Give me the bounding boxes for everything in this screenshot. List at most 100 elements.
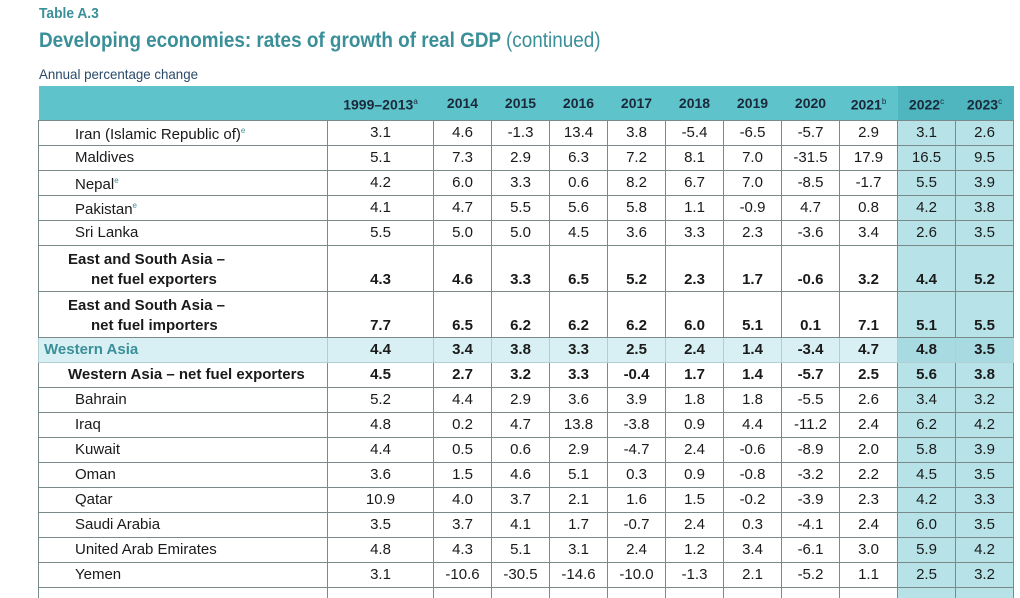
value-cell: 5.1 xyxy=(492,538,550,563)
value-cell: 2.2 xyxy=(840,463,898,488)
value-cell: -0.4 xyxy=(608,363,666,388)
cut-off-cell xyxy=(434,588,492,598)
column-header: 2014 xyxy=(434,86,492,121)
column-header: 2017 xyxy=(608,86,666,121)
value-cell: 4.4 xyxy=(328,338,434,363)
value-cell: -3.4 xyxy=(782,338,840,363)
value-cell: 3.4 xyxy=(898,388,956,413)
cut-off-cell xyxy=(724,588,782,598)
value-cell: 4.4 xyxy=(434,388,492,413)
value-cell: 3.6 xyxy=(328,463,434,488)
column-header-label: 1999–2013 xyxy=(343,96,413,112)
value-cell: 0.2 xyxy=(434,413,492,438)
value-cell: -0.9 xyxy=(724,196,782,221)
value-cell: 3.8 xyxy=(956,363,1014,388)
value-cell: 4.8 xyxy=(328,413,434,438)
column-header-label: 2015 xyxy=(505,95,536,111)
row-label-text: Nepal xyxy=(75,176,114,193)
value-cell: 7.0 xyxy=(724,171,782,196)
value-cell: -8.9 xyxy=(782,438,840,463)
value-cell: 3.9 xyxy=(956,171,1014,196)
value-cell: 0.6 xyxy=(550,171,608,196)
value-cell: 3.0 xyxy=(840,538,898,563)
cut-off-cell xyxy=(782,588,840,598)
row-label: Nepale xyxy=(39,171,328,196)
column-header-label: 2023 xyxy=(967,96,998,112)
value-cell: -0.6 xyxy=(782,246,840,292)
value-cell: 6.0 xyxy=(666,292,724,338)
value-cell: 0.3 xyxy=(608,463,666,488)
column-header: 2016 xyxy=(550,86,608,121)
row-label: Yemen xyxy=(39,563,328,588)
column-header-note: c xyxy=(998,97,1002,106)
row-label-text: Maldives xyxy=(75,149,134,166)
row-label: Bahrain xyxy=(39,388,328,413)
cut-off-cell xyxy=(666,588,724,598)
value-cell: 4.4 xyxy=(328,438,434,463)
value-cell: 3.1 xyxy=(550,538,608,563)
value-cell: 4.1 xyxy=(492,513,550,538)
value-cell: 6.2 xyxy=(492,292,550,338)
value-cell: 6.3 xyxy=(550,146,608,171)
value-cell: -0.2 xyxy=(724,488,782,513)
cut-off-cell xyxy=(328,588,434,598)
row-label: Saudi Arabia xyxy=(39,513,328,538)
row-label-text: Qatar xyxy=(75,491,113,508)
row-label: Iran (Islamic Republic of)e xyxy=(39,121,328,146)
value-cell: -0.6 xyxy=(724,438,782,463)
value-cell: 1.2 xyxy=(666,538,724,563)
value-cell: -3.9 xyxy=(782,488,840,513)
row-label-line1: East and South Asia – xyxy=(68,251,225,268)
value-cell: 2.9 xyxy=(492,146,550,171)
value-cell: 5.0 xyxy=(492,221,550,246)
value-cell: 17.9 xyxy=(840,146,898,171)
value-cell: 3.4 xyxy=(724,538,782,563)
column-header-note: a xyxy=(413,97,417,106)
row-label: Kuwait xyxy=(39,438,328,463)
value-cell: 7.7 xyxy=(328,292,434,338)
value-cell: 4.7 xyxy=(434,196,492,221)
column-header: 1999–2013a xyxy=(328,86,434,121)
column-header-label: 2018 xyxy=(679,95,710,111)
value-cell: -11.2 xyxy=(782,413,840,438)
value-cell: 1.7 xyxy=(724,246,782,292)
value-cell: 0.6 xyxy=(492,438,550,463)
value-cell: 0.8 xyxy=(840,196,898,221)
value-cell: 1.8 xyxy=(666,388,724,413)
value-cell: 3.1 xyxy=(898,121,956,146)
column-header: 2023c xyxy=(956,86,1014,121)
value-cell: 5.2 xyxy=(328,388,434,413)
value-cell: 4.7 xyxy=(782,196,840,221)
value-cell: -3.2 xyxy=(782,463,840,488)
value-cell: 2.1 xyxy=(724,563,782,588)
value-cell: 3.3 xyxy=(492,246,550,292)
value-cell: 3.7 xyxy=(434,513,492,538)
value-cell: 5.5 xyxy=(898,171,956,196)
value-cell: 4.7 xyxy=(840,338,898,363)
value-cell: 3.3 xyxy=(492,171,550,196)
column-header: 2021b xyxy=(840,86,898,121)
column-header-label: 2014 xyxy=(447,95,478,111)
value-cell: -0.7 xyxy=(608,513,666,538)
value-cell: -1.3 xyxy=(492,121,550,146)
column-header-label: 2016 xyxy=(563,95,594,111)
value-cell: 3.8 xyxy=(492,338,550,363)
column-header: 2018 xyxy=(666,86,724,121)
value-cell: 6.2 xyxy=(898,413,956,438)
value-cell: 2.4 xyxy=(666,438,724,463)
value-cell: -5.4 xyxy=(666,121,724,146)
value-cell: 7.2 xyxy=(608,146,666,171)
value-cell: 5.1 xyxy=(550,463,608,488)
row-label-text: Iraq xyxy=(75,416,101,433)
value-cell: 2.5 xyxy=(898,563,956,588)
value-cell: 3.2 xyxy=(956,563,1014,588)
value-cell: -8.5 xyxy=(782,171,840,196)
row-label-text: Kuwait xyxy=(75,441,120,458)
value-cell: 3.8 xyxy=(956,196,1014,221)
value-cell: 5.5 xyxy=(956,292,1014,338)
value-cell: 1.1 xyxy=(840,563,898,588)
